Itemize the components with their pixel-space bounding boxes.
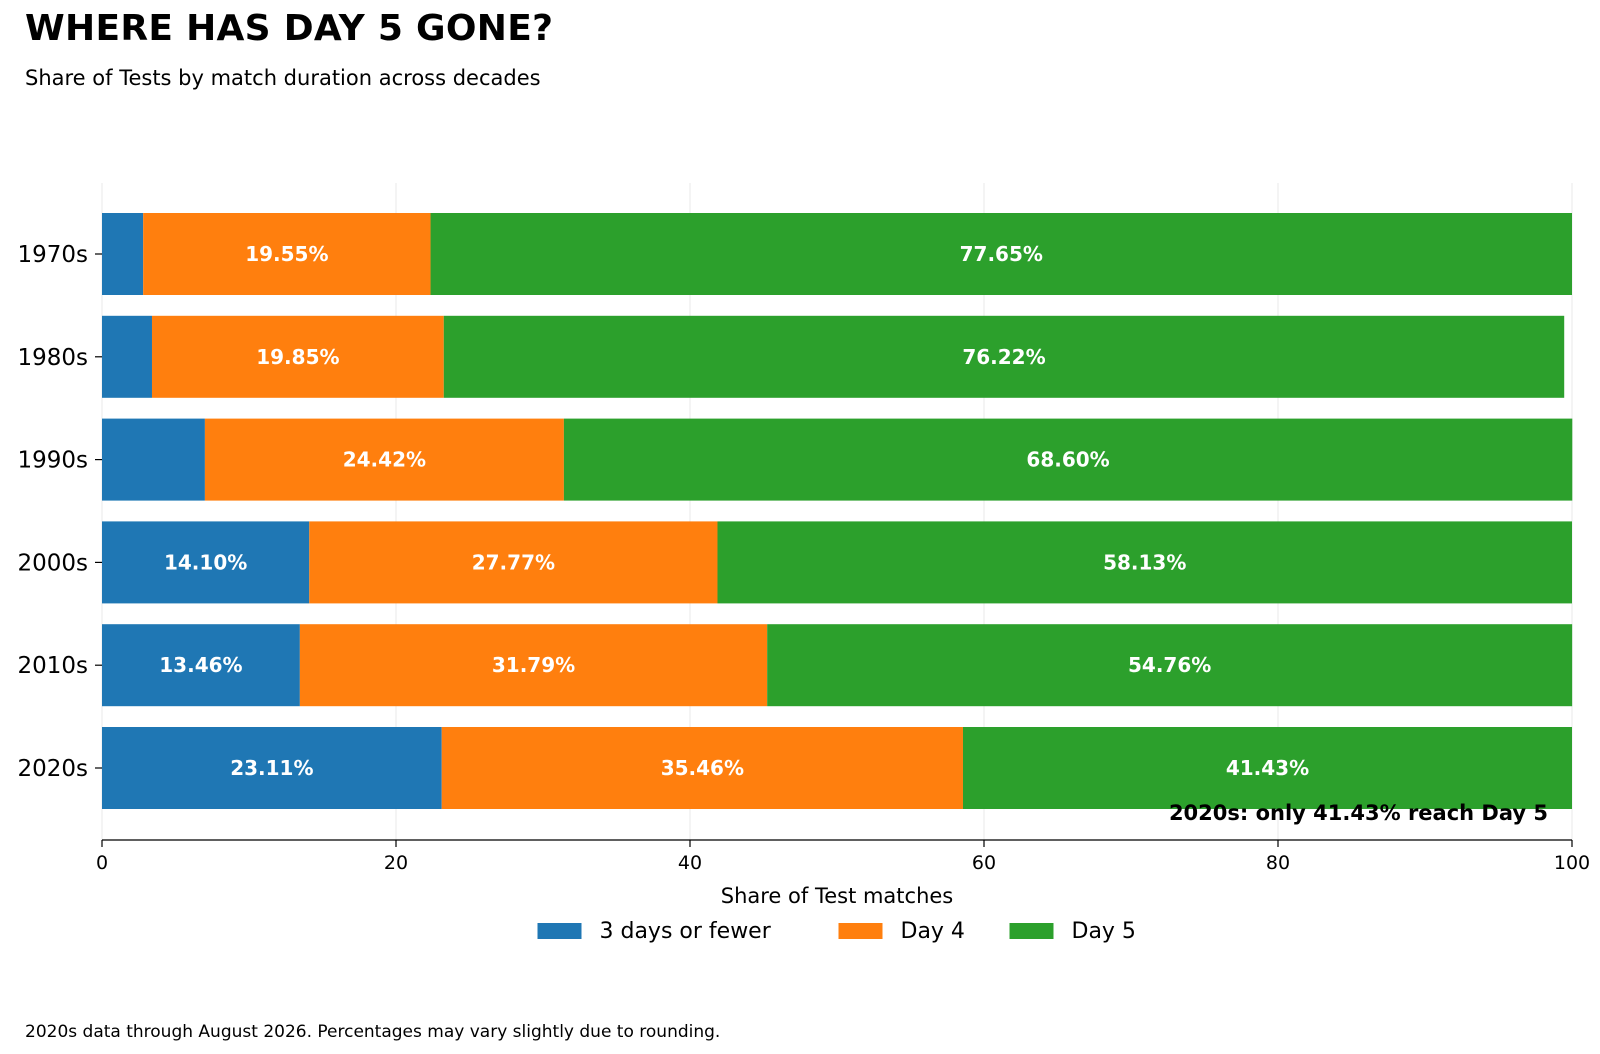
bar-2020s-seg2 <box>962 727 1572 809</box>
x-axis-label: Share of Test matches <box>721 884 954 908</box>
bar-2000s-seg1 <box>309 521 718 604</box>
chart-title: WHERE HAS DAY 5 GONE? <box>25 8 554 49</box>
bar-1990s-seg1 <box>204 418 564 501</box>
data-label: 41.43% <box>1226 756 1309 780</box>
legend: 3 days or fewer Day 4 Day 5 <box>537 919 1136 944</box>
data-label: 14.10% <box>164 550 247 574</box>
legend-swatch <box>838 923 883 939</box>
data-label: 19.55% <box>245 242 328 266</box>
x-tick-label: 80 <box>1266 852 1290 874</box>
bar-1970s-seg1 <box>143 213 431 295</box>
bar-2010s-seg2 <box>767 624 1573 707</box>
data-label: 27.77% <box>472 550 555 574</box>
x-tick-label: 40 <box>678 852 702 874</box>
bar-2020s-seg0 <box>102 727 442 809</box>
y-tick-label: 2000s <box>17 550 88 576</box>
data-label: 54.76% <box>1128 653 1211 677</box>
x-tick-label: 0 <box>96 852 108 874</box>
bar-1970s-seg2 <box>430 213 1572 295</box>
y-tick-label: 2020s <box>17 756 88 782</box>
bar-1970s-seg0 <box>102 213 144 295</box>
data-label: 19.85% <box>256 345 339 369</box>
bar-1980s-seg2 <box>443 315 1565 398</box>
legend-label: Day 5 <box>1072 919 1136 944</box>
stacked-bar-chart: 19.55% 77.65% 19.85% 76.22% 24.42% 68.60% 14.1… <box>17 183 1590 944</box>
data-label: 31.79% <box>492 653 575 677</box>
bar-2020s-seg1 <box>441 727 963 809</box>
chart-subtitle: Share of Tests by match duration across … <box>25 66 541 90</box>
data-label: 77.65% <box>960 242 1043 266</box>
x-tick-label: 20 <box>384 852 408 874</box>
x-tick-label: 100 <box>1554 852 1590 874</box>
footnote: 2020s data through August 2026. Percenta… <box>25 1022 721 1042</box>
legend-swatch <box>537 923 582 939</box>
x-tick-label: 60 <box>972 852 996 874</box>
y-tick-label: 2010s <box>17 653 88 679</box>
data-label: 24.42% <box>343 448 426 472</box>
annotation-text: 2020s: only 41.43% reach Day 5 <box>1169 801 1548 825</box>
bar-2010s-seg0 <box>102 624 300 707</box>
bar-1980s-seg1 <box>151 315 444 398</box>
bar-2010s-seg1 <box>299 624 768 707</box>
legend-label: 3 days or fewer <box>600 919 772 944</box>
data-label: 58.13% <box>1103 550 1186 574</box>
bar-1980s-seg0 <box>102 315 152 398</box>
y-tick-label: 1990s <box>17 448 88 474</box>
bars: 19.55% 77.65% 19.85% 76.22% 24.42% 68.60% 14.1… <box>102 213 1573 809</box>
legend-label: Day 4 <box>901 919 965 944</box>
data-label: 35.46% <box>661 756 744 780</box>
bar-2000s-seg2 <box>717 521 1572 604</box>
data-label: 23.11% <box>230 756 313 780</box>
bar-1990s-seg0 <box>102 418 205 501</box>
data-label: 68.60% <box>1026 448 1109 472</box>
bar-2000s-seg0 <box>102 521 310 604</box>
y-tick-label: 1980s <box>17 345 88 371</box>
axes: 1970s 1980s 1990s 2000s 2010s 2020s 0 20 40 60 80 1… <box>17 242 1590 874</box>
data-label: 13.46% <box>159 653 242 677</box>
bar-1990s-seg2 <box>563 418 1573 501</box>
y-tick-label: 1970s <box>17 242 88 268</box>
data-label: 76.22% <box>962 345 1045 369</box>
legend-swatch <box>1009 923 1054 939</box>
